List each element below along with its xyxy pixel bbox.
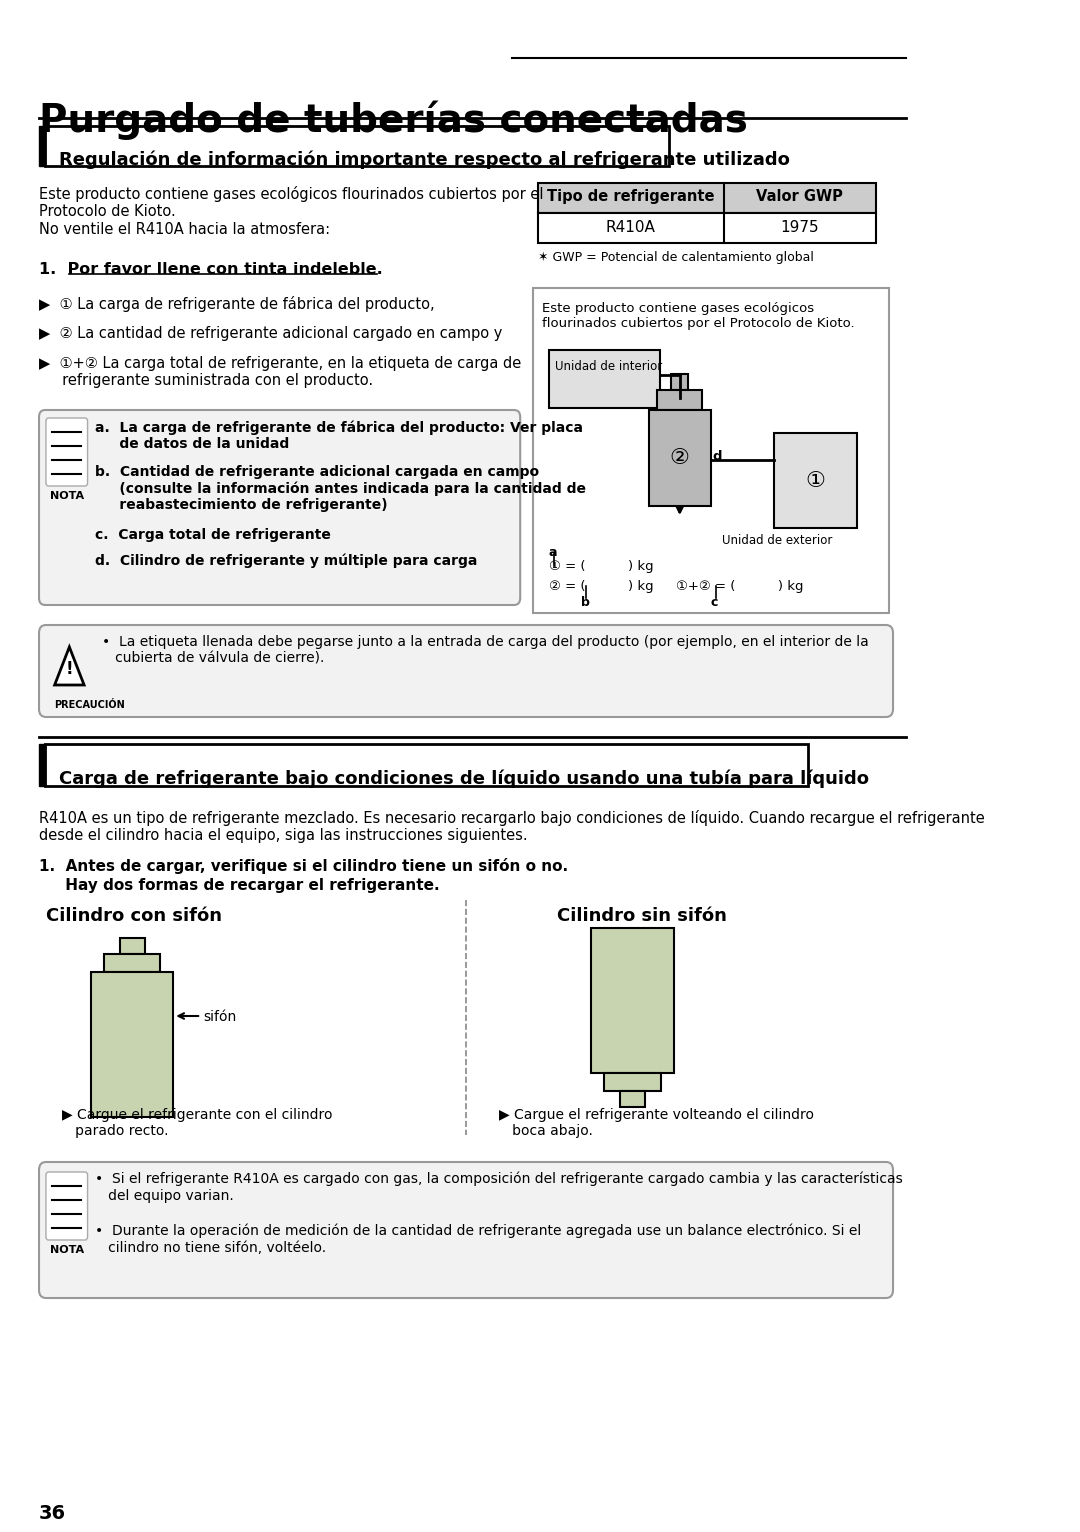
Text: ▶  ①+② La carga total de refrigerante, en la etiqueta de carga de
     refrigera: ▶ ①+② La carga total de refrigerante, en… [39, 355, 522, 389]
Bar [648, 411, 711, 506]
Bar [538, 213, 876, 244]
Text: ① = (          ) kg: ① = ( ) kg [549, 561, 653, 573]
Bar [91, 971, 174, 1117]
Text: Este producto contiene gases ecológicos flourinados cubiertos por el
Protocolo d: Este producto contiene gases ecológicos … [39, 185, 543, 237]
Text: !: ! [66, 660, 73, 679]
Text: ▶ Cargue el refrigerante volteando el cilindro
   boca abajo.: ▶ Cargue el refrigerante volteando el ci… [499, 1108, 813, 1138]
Text: 1975: 1975 [780, 221, 819, 234]
Text: Unidad de interior: Unidad de interior [555, 360, 662, 372]
Text: ①+② = (          ) kg: ①+② = ( ) kg [676, 581, 804, 593]
Text: Purgado de tuberías conectadas: Purgado de tuberías conectadas [39, 100, 747, 139]
Bar [549, 349, 660, 408]
Text: NOTA: NOTA [50, 490, 84, 501]
Bar [39, 126, 45, 165]
Text: ▶  ① La carga de refrigerante de fábrica del producto,: ▶ ① La carga de refrigerante de fábrica … [39, 296, 434, 313]
FancyBboxPatch shape [39, 1161, 893, 1298]
Text: d: d [713, 450, 723, 463]
Text: Unidad de exterior: Unidad de exterior [723, 535, 833, 547]
Text: b.  Cantidad de refrigerante adicional cargada en campo
     (consulte la inform: b. Cantidad de refrigerante adicional ca… [95, 466, 586, 512]
Bar [120, 938, 145, 954]
Bar [39, 745, 45, 786]
Bar [774, 434, 856, 529]
Text: c: c [711, 596, 718, 610]
Text: ✶ GWP = Potencial de calentamiento global: ✶ GWP = Potencial de calentamiento globa… [538, 251, 813, 264]
Text: c.  Carga total de refrigerante: c. Carga total de refrigerante [95, 529, 332, 542]
Text: PRECAUCIÓN: PRECAUCIÓN [55, 700, 125, 709]
Bar [620, 1091, 645, 1108]
Text: •  Si el refrigerante R410A es cargado con gas, la composición del refrigerante : • Si el refrigerante R410A es cargado co… [95, 1172, 903, 1203]
Bar [592, 928, 674, 1072]
Text: Cilindro con sifón: Cilindro con sifón [46, 907, 222, 925]
Text: Regulación de información importante respecto al refrigerante utilizado: Regulación de información importante res… [59, 150, 789, 169]
Text: •  Durante la operación de medición de la cantidad de refrigerante agregada use : • Durante la operación de medición de la… [95, 1224, 862, 1255]
Text: ▶  ② La cantidad de refrigerante adicional cargado en campo y: ▶ ② La cantidad de refrigerante adiciona… [39, 326, 502, 342]
FancyBboxPatch shape [39, 411, 521, 605]
Bar [538, 182, 876, 213]
Text: Carga de refrigerante bajo condiciones de líquido usando una tubía para líquido: Carga de refrigerante bajo condiciones d… [59, 769, 869, 787]
Text: Este producto contiene gases ecológicos
flourinados cubiertos por el Protocolo d: Este producto contiene gases ecológicos … [542, 302, 854, 329]
Text: sifón: sifón [204, 1010, 237, 1023]
Text: 36: 36 [39, 1504, 66, 1523]
Bar [671, 374, 688, 391]
Text: R410A es un tipo de refrigerante mezclado. Es necesario recargarlo bajo condicio: R410A es un tipo de refrigerante mezclad… [39, 810, 985, 844]
Text: a.  La carga de refrigerante de fábrica del producto: Ver placa
     de datos de: a. La carga de refrigerante de fábrica d… [95, 420, 583, 450]
Text: R410A: R410A [606, 221, 656, 234]
Text: Hay dos formas de recargar el refrigerante.: Hay dos formas de recargar el refrigeran… [39, 878, 440, 893]
Text: 1.  Por favor llene con tinta indeleble.: 1. Por favor llene con tinta indeleble. [39, 262, 382, 277]
Bar [534, 288, 889, 613]
Text: Tipo de refrigerante: Tipo de refrigerante [546, 188, 714, 204]
Text: 1.  Antes de cargar, verifique si el cilindro tiene un sifón o no.: 1. Antes de cargar, verifique si el cili… [39, 858, 568, 873]
Text: ② = (          ) kg: ② = ( ) kg [549, 581, 653, 593]
Bar [104, 954, 161, 971]
Text: Cilindro sin sifón: Cilindro sin sifón [556, 907, 727, 925]
Bar [658, 391, 702, 411]
Text: a: a [549, 545, 557, 559]
Text: •  La etiqueta llenada debe pegarse junto a la entrada de carga del producto (po: • La etiqueta llenada debe pegarse junto… [103, 634, 869, 665]
Text: ▶ Cargue el refrigerante con el cilindro
   parado recto.: ▶ Cargue el refrigerante con el cilindro… [63, 1108, 333, 1138]
FancyBboxPatch shape [46, 1172, 87, 1239]
Text: ①: ① [805, 470, 825, 490]
FancyBboxPatch shape [39, 625, 893, 717]
Text: ②: ② [670, 447, 690, 467]
Text: Valor GWP: Valor GWP [756, 188, 842, 204]
Polygon shape [55, 647, 84, 685]
Text: NOTA: NOTA [50, 1246, 84, 1255]
Bar [605, 1072, 661, 1091]
Text: d.  Cilindro de refrigerante y múltiple para carga: d. Cilindro de refrigerante y múltiple p… [95, 553, 477, 567]
Bar [45, 745, 808, 786]
Bar [45, 126, 670, 165]
FancyBboxPatch shape [46, 418, 87, 486]
Text: b: b [581, 596, 590, 610]
